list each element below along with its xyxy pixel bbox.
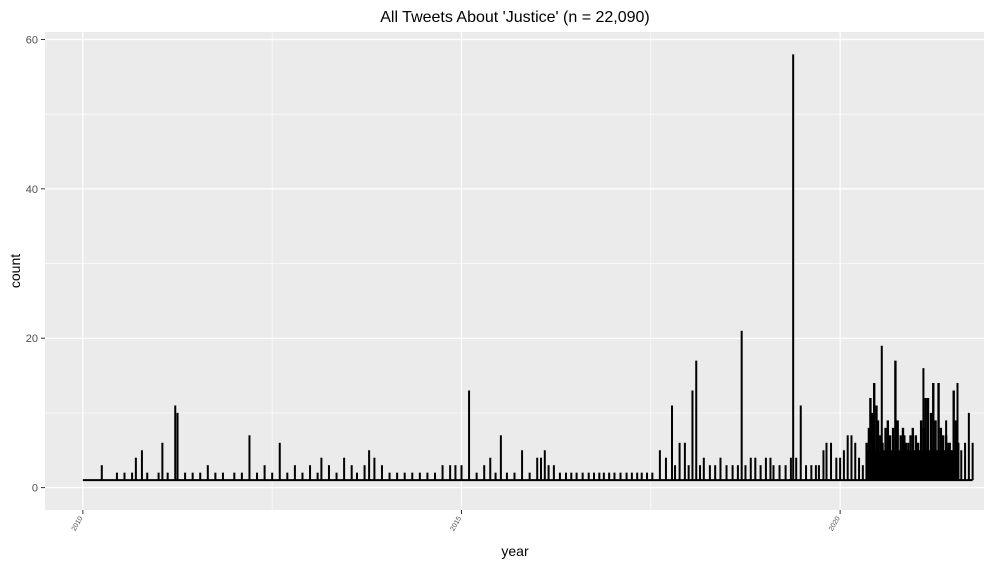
y-axis: 0 20 40 60 [26, 34, 45, 495]
x-axis-title: year [501, 543, 529, 559]
major-gridlines [45, 32, 984, 510]
y-tick-label: 60 [26, 34, 38, 46]
y-tick-label: 20 [26, 333, 38, 345]
plot-panel [45, 32, 984, 510]
y-axis-title: count [7, 254, 23, 288]
y-tick-label: 40 [26, 184, 38, 196]
y-tick-label: 0 [32, 483, 38, 495]
series-layer [82, 54, 974, 482]
chart-title: All Tweets About 'Justice' (n = 22,090) [380, 9, 650, 26]
minor-gridlines [45, 32, 984, 510]
